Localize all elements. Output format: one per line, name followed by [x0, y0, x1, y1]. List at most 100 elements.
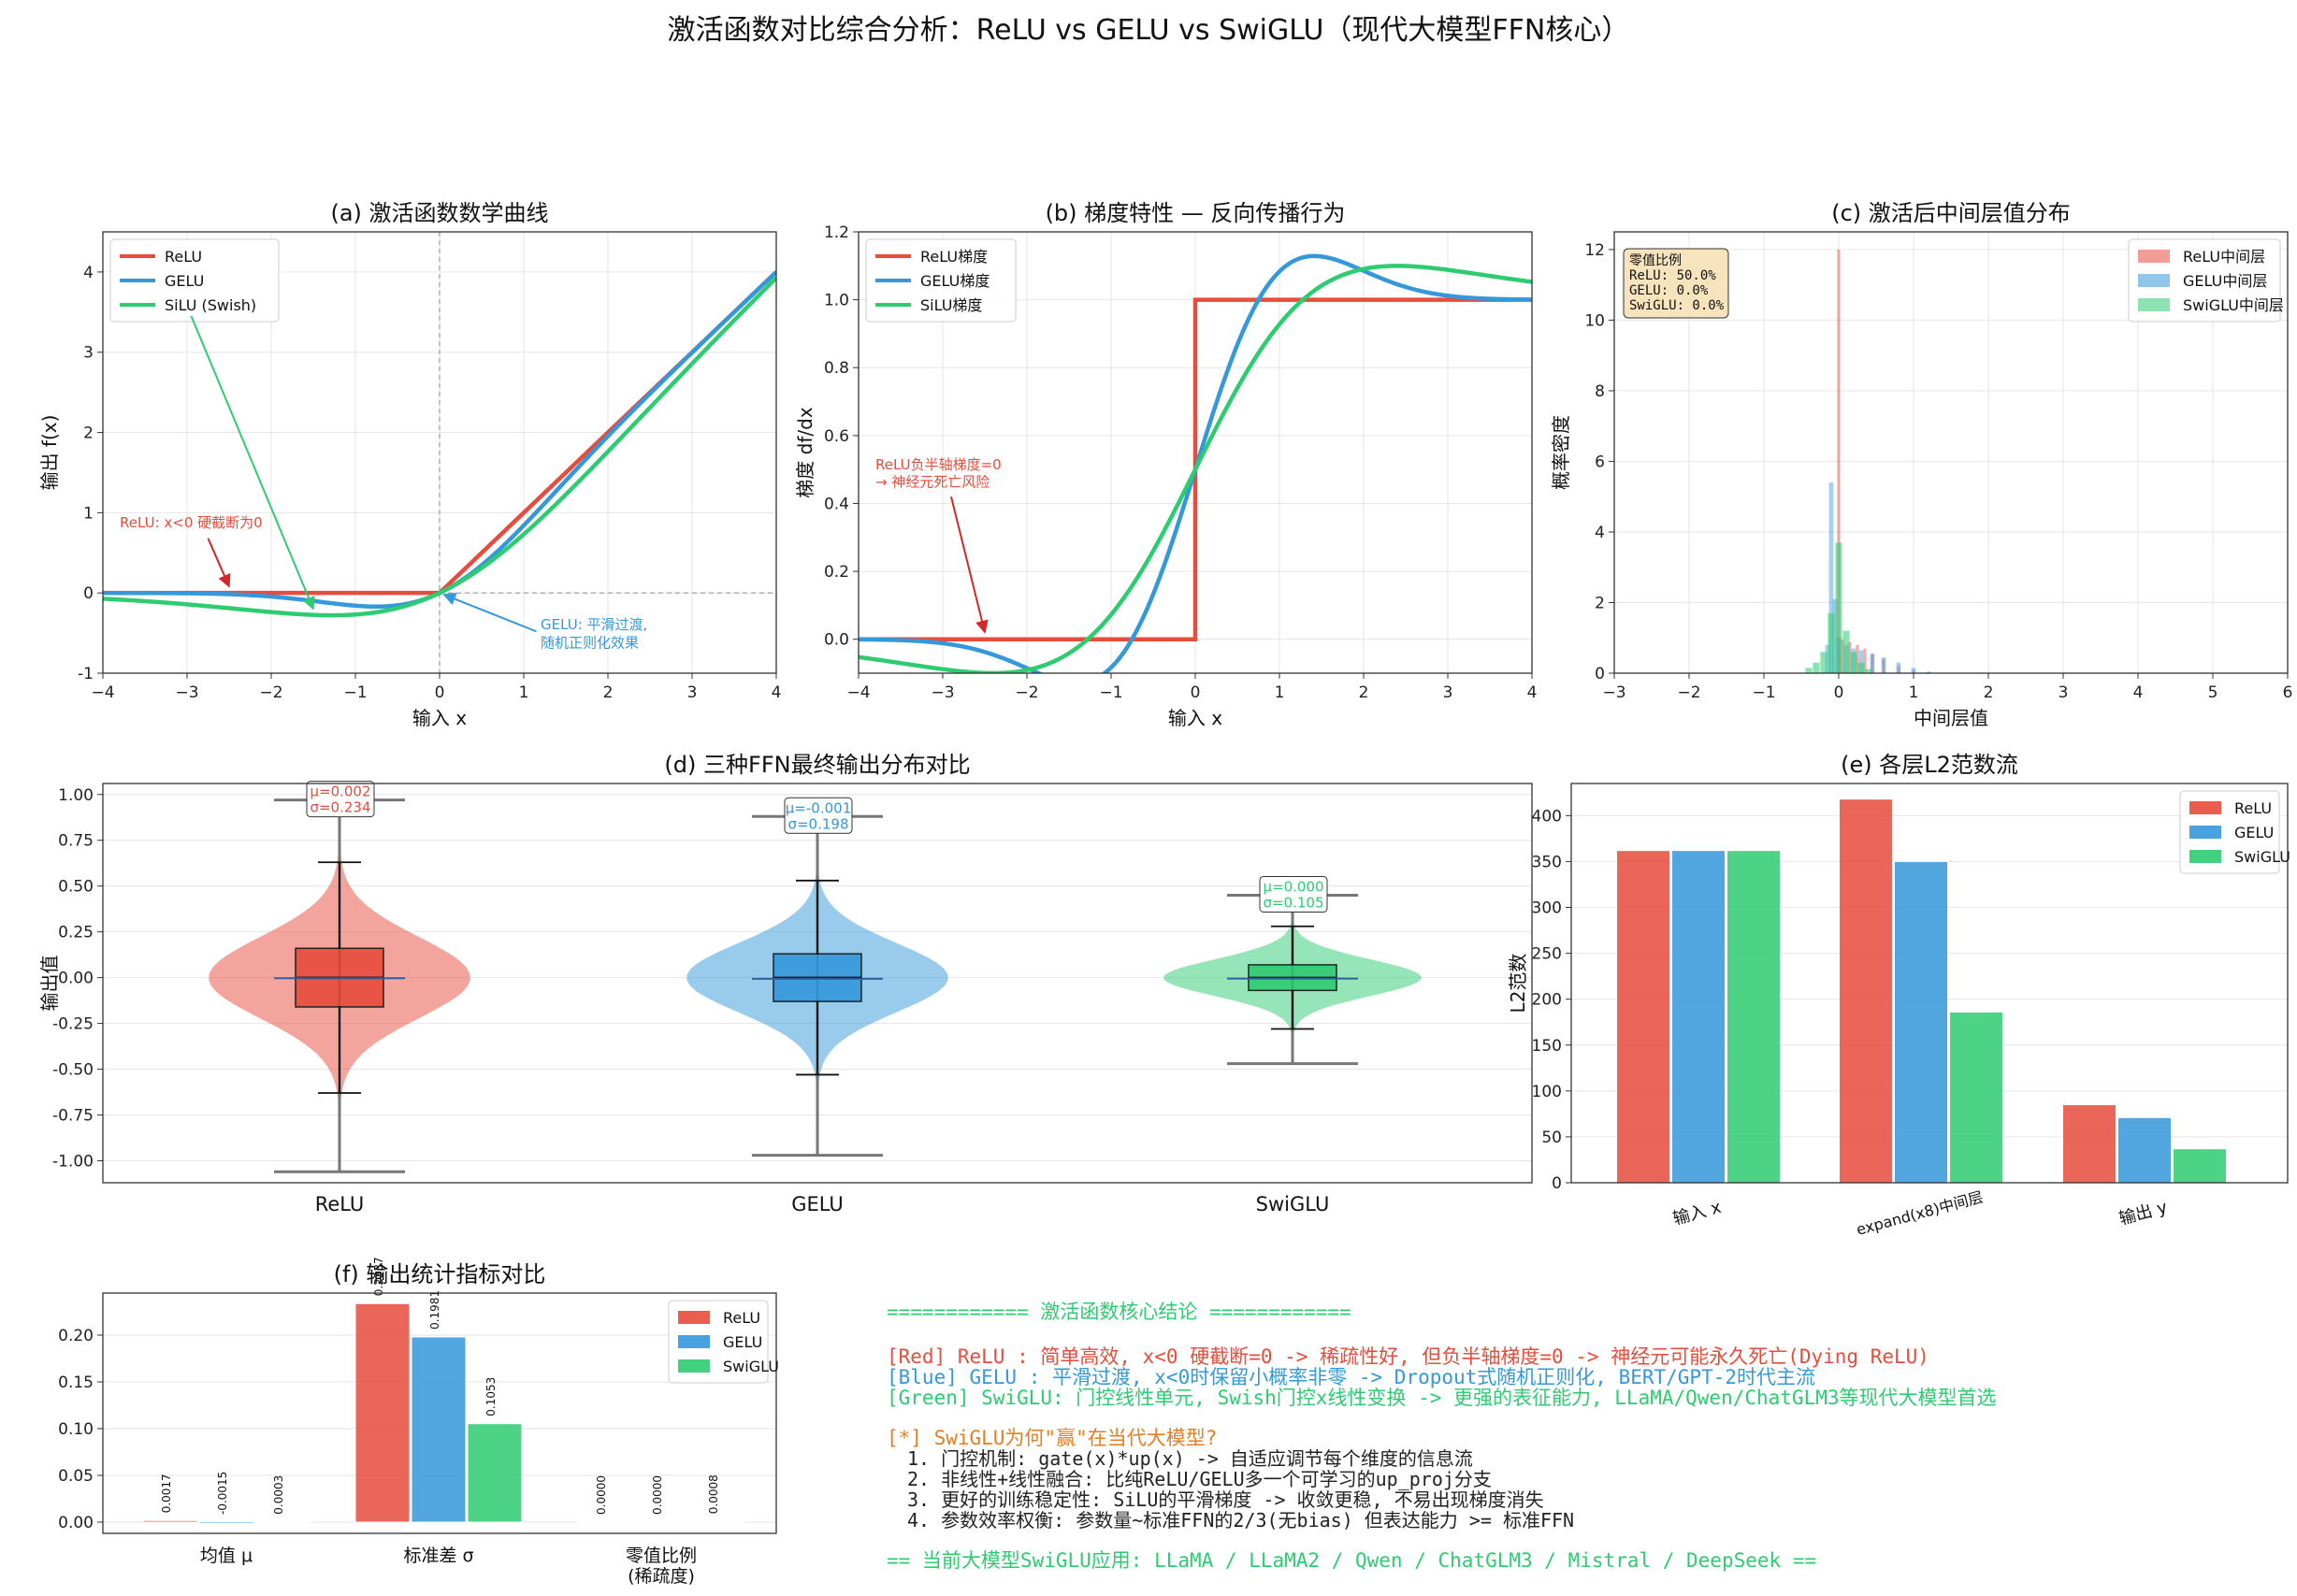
- bar-value-label: 0.0000: [651, 1475, 664, 1515]
- legend-patch: [678, 1359, 710, 1373]
- histogram-bar: [1832, 598, 1838, 673]
- histogram-bar: [1848, 641, 1852, 673]
- legend-label: ReLU梯度: [920, 248, 988, 266]
- axes-frame: [1613, 231, 2289, 674]
- l2-norm-bar: [2062, 1104, 2116, 1184]
- legend-label: SwiGLU: [723, 1358, 779, 1375]
- histogram-bar: [1871, 654, 1874, 673]
- conclusion-point-2: 2. 非线性+线性融合: 比纯ReLU/GELU多一个可学习的up_proj分支: [907, 1468, 1492, 1490]
- histogram-bar: [1896, 662, 1901, 673]
- x-tick-label: 4: [2133, 683, 2144, 702]
- x-tick-label: 3: [2059, 683, 2069, 702]
- histogram-bar: [1858, 650, 1864, 673]
- legend-label: GELU: [723, 1333, 762, 1351]
- relu-annotation: ReLU: x<0 硬截断为0: [120, 514, 263, 531]
- y-tick-label: 0.20: [58, 1327, 94, 1345]
- l2-norm-bar: [2173, 1148, 2227, 1184]
- y-tick-label: 0: [1552, 1174, 1562, 1193]
- l2-norm-bar: [1671, 850, 1726, 1184]
- y-tick-label: 0.8: [824, 359, 849, 378]
- gelu-annotation-arrow: [442, 593, 537, 633]
- zero-ratio-box: [1623, 248, 1729, 319]
- y-tick-label: 1.2: [824, 223, 849, 242]
- x-tick-label: 2: [1359, 683, 1369, 702]
- x-tick-label: −1: [343, 683, 367, 702]
- l2-norm-bar: [2117, 1116, 2172, 1184]
- y-tick-label: 0.50: [58, 878, 94, 897]
- conclusion-why-heading: [*] SwiGLU为何"赢"在当代大模型?: [887, 1427, 1217, 1449]
- bar-value-label: -0.0015: [216, 1472, 229, 1515]
- axes-frame: [102, 1292, 777, 1534]
- legend-label: SwiGLU中间层: [2183, 296, 2284, 314]
- y-tick-label: 0.05: [58, 1467, 94, 1486]
- l2-norm-bar: [1616, 850, 1670, 1184]
- stat-bar: [689, 1520, 745, 1523]
- x-tick-label: −2: [1677, 683, 1700, 702]
- x-category-label: 均值 μ: [200, 1546, 253, 1566]
- stat-bar: [633, 1521, 689, 1523]
- histogram-bar: [1841, 640, 1844, 673]
- y-tick-label: -1.00: [52, 1152, 94, 1171]
- y-tick-label: 3: [83, 344, 94, 363]
- x-tick-label: 4: [772, 683, 782, 702]
- panel-title: (f) 输出统计指标对比: [334, 1261, 546, 1287]
- y-tick-label: 0.2: [824, 563, 849, 582]
- legend-patch: [2189, 826, 2221, 839]
- x-tick-label: −4: [846, 683, 870, 702]
- y-tick-label: 12: [1584, 241, 1605, 260]
- y-tick-label: 0.4: [824, 495, 849, 513]
- x-category-label: (稀疏度): [628, 1566, 695, 1587]
- gelu-annotation-line-2: 随机正则化效果: [541, 635, 639, 652]
- x-tick-label: 0: [1191, 683, 1201, 702]
- conclusions-footer: == 当前大模型SwiGLU应用: LLaMA / LLaMA2 / Qwen …: [887, 1549, 1816, 1572]
- legend-label: ReLU: [723, 1309, 760, 1327]
- x-tick-label: 5: [2208, 683, 2218, 702]
- y-tick-label: 1: [83, 504, 94, 523]
- axes-frame: [1570, 783, 2289, 1184]
- y-axis-label: 梯度 df/dx: [794, 407, 816, 498]
- y-tick-label: 2: [1595, 594, 1605, 612]
- x-tick-label: 0: [1834, 683, 1844, 702]
- stat-bar: [577, 1521, 633, 1523]
- bar-value-label: 0.0008: [707, 1474, 720, 1514]
- y-tick-label: 350: [1532, 853, 1562, 871]
- legend-box: [865, 238, 1017, 323]
- y-tick-label: -0.75: [52, 1107, 94, 1126]
- zero-ratio-text: 零值比例: [1629, 253, 1682, 268]
- legend-label: SiLU梯度: [920, 296, 982, 314]
- legend-patch: [2138, 298, 2170, 311]
- y-tick-label: 2: [83, 424, 94, 443]
- histogram-bar: [1828, 482, 1834, 673]
- histogram-bar: [1850, 652, 1857, 673]
- y-tick-label: -0.50: [52, 1061, 94, 1080]
- histogram-bar: [1805, 668, 1813, 673]
- legend-label: ReLU: [2234, 799, 2272, 817]
- x-tick-label: 1: [1909, 683, 1919, 702]
- stat-bar: [254, 1521, 311, 1523]
- silu-curve: [103, 276, 776, 618]
- l2-norm-bar: [1894, 860, 1948, 1184]
- histogram-bar: [1835, 542, 1842, 673]
- x-category-label: 零值比例: [626, 1546, 697, 1566]
- conclusion-gelu: [Blue] GELU : 平滑过渡, x<0时保留小概率非零 -> Dropo…: [887, 1366, 1815, 1388]
- histogram-bar: [1856, 644, 1859, 673]
- conclusions-header: ============ 激活函数核心结论 ============: [887, 1301, 1351, 1323]
- x-tick-label: −3: [931, 683, 954, 702]
- y-axis-label: L2范数: [1507, 954, 1529, 1014]
- x-tick-label: −3: [1602, 683, 1625, 702]
- zero-ratio-text: ReLU: 50.0%: [1629, 268, 1716, 283]
- legend-patch: [678, 1335, 710, 1348]
- panel-e-l2-norm-bars: 0 50 100 150 200 250 300 350 400 输入 x expand(x8)中间…: [1507, 752, 2290, 1239]
- stat-bar: [198, 1521, 254, 1524]
- y-axis-label: 概率密度: [1550, 415, 1572, 490]
- x-tick-label: −2: [259, 683, 282, 702]
- y-tick-label: 1.0: [824, 292, 849, 310]
- y-tick-label: 0.6: [824, 427, 849, 446]
- l2-norm-bar: [1949, 1011, 2003, 1184]
- stats-mu: μ=0.002: [310, 784, 370, 800]
- stats-mu: μ=0.000: [1263, 878, 1323, 895]
- bar-value-label: 0.1053: [484, 1377, 498, 1416]
- histogram-bar: [1882, 658, 1885, 673]
- x-tick-label: 1: [519, 683, 529, 702]
